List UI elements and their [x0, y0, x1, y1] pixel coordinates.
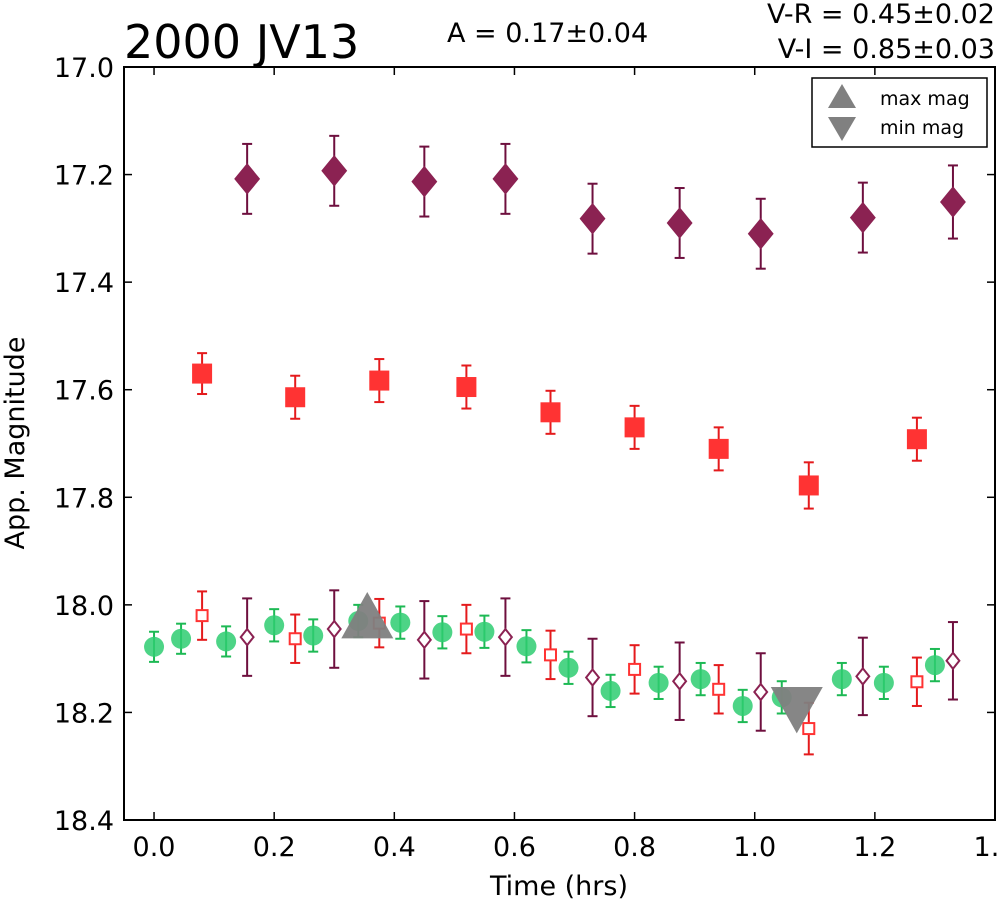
y-tick-label: 17.2	[54, 161, 114, 192]
legend-label: max mag	[880, 88, 970, 110]
data-point	[192, 363, 213, 384]
y-tick-label: 17.4	[54, 268, 114, 299]
plot-area	[144, 134, 966, 756]
x-tick-label: 1.2	[853, 832, 896, 863]
data-point	[600, 680, 621, 701]
data-point	[516, 636, 537, 657]
series-square-filled	[192, 352, 927, 510]
v-i-annotation: V-I = 0.85±0.03	[778, 34, 995, 65]
x-tick-label: 0.8	[613, 832, 656, 863]
data-point	[540, 402, 561, 423]
x-axis-label: Time (hrs)	[489, 871, 628, 901]
y-axis-ticks: 17.0 17.2 17.4 17.6 17.8 18.0 18.2 18.4	[54, 53, 995, 837]
data-point	[432, 622, 453, 643]
x-tick-label: 1.4	[974, 832, 1000, 863]
data-point	[849, 201, 876, 234]
data-point	[195, 609, 209, 623]
y-tick-label: 18.2	[54, 698, 114, 729]
y-tick-label: 18.4	[54, 806, 114, 837]
data-point	[671, 671, 688, 691]
extrema-markers	[341, 591, 823, 734]
data-point	[906, 429, 927, 450]
data-point	[234, 163, 261, 195]
data-point	[144, 636, 165, 657]
data-point	[558, 657, 579, 678]
data-point	[543, 648, 557, 662]
series-circle-filled	[144, 603, 945, 724]
data-point	[326, 619, 342, 639]
x-tick-label: 1.0	[733, 832, 776, 863]
data-point	[798, 475, 819, 496]
data-point	[288, 632, 302, 646]
data-point	[831, 669, 852, 690]
data-point	[873, 672, 894, 693]
amplitude-annotation: A = 0.17±0.04	[447, 18, 648, 49]
legend-label: min mag	[880, 117, 964, 139]
data-point	[747, 217, 774, 250]
data-point	[239, 627, 255, 647]
data-point	[456, 377, 477, 398]
data-point	[474, 621, 495, 642]
data-point	[459, 622, 473, 636]
y-tick-label: 17.0	[54, 53, 114, 84]
y-tick-label: 17.6	[54, 376, 114, 407]
data-point	[802, 722, 816, 736]
data-point	[624, 417, 645, 438]
data-point	[940, 186, 966, 218]
data-point	[690, 669, 711, 690]
data-point	[285, 387, 306, 408]
data-point	[497, 627, 514, 647]
y-axis-label: App. Magnitude	[0, 337, 31, 550]
legend-min-mag-marker	[828, 117, 856, 141]
data-point	[416, 630, 433, 650]
data-point	[732, 695, 753, 716]
data-point	[648, 672, 669, 693]
data-point	[753, 682, 769, 702]
data-point	[411, 165, 438, 198]
data-point	[855, 666, 871, 686]
x-tick-label: 0.2	[253, 832, 296, 863]
min-mag-marker	[770, 686, 823, 734]
data-point	[945, 651, 961, 671]
data-point	[579, 202, 606, 235]
data-point	[628, 662, 642, 676]
x-tick-label: 0.6	[493, 832, 536, 863]
legend-max-mag-marker	[828, 84, 856, 108]
data-point	[369, 370, 390, 391]
data-point	[264, 615, 285, 636]
series-square-open	[195, 590, 924, 756]
data-point	[910, 675, 924, 689]
y-tick-label: 17.8	[54, 483, 114, 514]
data-point	[216, 631, 237, 652]
series-diamond-open	[239, 589, 961, 732]
x-tick-label: 0.0	[133, 832, 176, 863]
data-point	[321, 155, 348, 187]
data-point	[712, 682, 726, 696]
series-diamond-filled	[234, 134, 966, 270]
data-point	[708, 438, 729, 459]
v-r-annotation: V-R = 0.45±0.02	[767, 0, 995, 30]
legend: max mag min mag	[811, 77, 988, 148]
chart-title: 2000 JV13	[124, 15, 359, 69]
data-point	[666, 207, 693, 239]
plot-frame	[123, 66, 996, 821]
max-mag-marker	[341, 591, 394, 639]
data-point	[492, 163, 519, 195]
data-point	[171, 628, 192, 649]
data-point	[390, 612, 411, 633]
x-axis-ticks: 0.0 0.2 0.4 0.6 0.8 1.0 1.2 1.4	[133, 67, 1000, 863]
x-tick-label: 0.4	[373, 832, 416, 863]
data-point	[303, 625, 324, 646]
data-point	[924, 655, 945, 676]
data-point	[584, 667, 601, 688]
y-tick-label: 18.0	[54, 591, 114, 622]
